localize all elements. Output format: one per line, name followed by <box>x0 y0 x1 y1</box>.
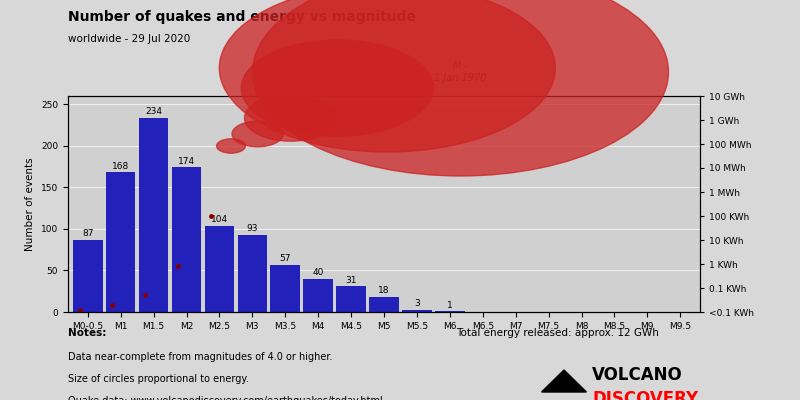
Bar <box>205 226 234 312</box>
Text: Notes:: Notes: <box>68 328 106 338</box>
Text: 3: 3 <box>414 299 420 308</box>
Bar <box>106 172 135 312</box>
Text: Quake data: www.volcanodiscovery.com/earthquakes/today.html: Quake data: www.volcanodiscovery.com/ear… <box>68 396 382 400</box>
Bar <box>172 168 202 312</box>
Text: 168: 168 <box>112 162 130 171</box>
Bar <box>369 297 399 312</box>
Text: 40: 40 <box>313 268 324 277</box>
Bar <box>270 265 300 312</box>
Text: Size of circles proportional to energy.: Size of circles proportional to energy. <box>68 374 249 384</box>
Bar <box>402 310 432 312</box>
Text: VOLCANO: VOLCANO <box>592 366 682 384</box>
Y-axis label: Number of events: Number of events <box>26 157 35 251</box>
Text: Data near-complete from magnitudes of 4.0 or higher.: Data near-complete from magnitudes of 4.… <box>68 352 333 362</box>
Text: Total energy released: approx. 12 GWh: Total energy released: approx. 12 GWh <box>456 328 659 338</box>
Text: 174: 174 <box>178 157 195 166</box>
Text: 18: 18 <box>378 286 390 295</box>
Text: 31: 31 <box>346 276 357 284</box>
Bar <box>138 118 168 312</box>
Bar <box>336 286 366 312</box>
Bar <box>73 240 102 312</box>
Text: 93: 93 <box>246 224 258 233</box>
Text: Number of quakes and energy vs magnitude: Number of quakes and energy vs magnitude <box>68 10 416 24</box>
Bar <box>238 235 267 312</box>
Text: DISCOVERY: DISCOVERY <box>592 390 698 400</box>
Bar <box>303 279 333 312</box>
Text: 87: 87 <box>82 229 94 238</box>
Text: 104: 104 <box>211 215 228 224</box>
Text: 57: 57 <box>279 254 291 263</box>
Text: 234: 234 <box>145 107 162 116</box>
Bar <box>435 311 465 312</box>
Text: M -
1 Jan 1970: M - 1 Jan 1970 <box>434 61 486 83</box>
Text: 1: 1 <box>447 300 453 310</box>
Text: worldwide - 29 Jul 2020: worldwide - 29 Jul 2020 <box>68 34 190 44</box>
